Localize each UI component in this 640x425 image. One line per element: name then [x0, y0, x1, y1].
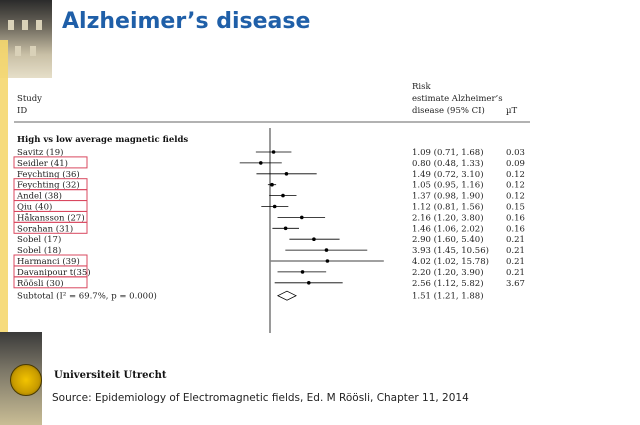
- study-label: Harmanci (39): [17, 256, 80, 267]
- header-study: Study: [17, 94, 42, 104]
- ci-value: 3.93 (1.45, 10.56): [412, 245, 489, 256]
- point-estimate: [271, 150, 276, 154]
- point-estimate: [281, 193, 285, 198]
- header-exposure: µT: [506, 106, 518, 116]
- subtotal-label: Subtotal (I² = 69.7%, p = 0.000): [17, 291, 157, 302]
- logo-text: Universiteit Utrecht: [54, 370, 167, 381]
- ci-value: 2.90 (1.60, 5.40): [412, 234, 484, 245]
- study-label: Röösli (30): [17, 278, 64, 289]
- header-id: ID: [17, 106, 27, 116]
- ci-value: 1.05 (0.95, 1.16): [412, 180, 484, 191]
- point-estimate: [258, 161, 263, 165]
- exposure-value: 0.16: [506, 224, 525, 234]
- photo-detail: [36, 20, 42, 30]
- table-headers: Study ID Risk estimate Alzheimer’s disea…: [17, 82, 518, 116]
- study-label: Seidler (41): [17, 158, 68, 169]
- ci-value: 1.37 (0.98, 1.90): [412, 191, 484, 202]
- ci-value: 1.12 (0.81, 1.56): [412, 202, 484, 213]
- point-estimate: [324, 248, 329, 252]
- side-accent-bar: [0, 40, 8, 340]
- ci-value: 2.16 (1.20, 3.80): [412, 212, 484, 223]
- point-estimate: [283, 226, 288, 231]
- ci-value: 4.02 (1.02, 15.78): [412, 256, 489, 267]
- study-label: Feychting (32): [17, 180, 80, 191]
- point-estimate: [306, 281, 311, 285]
- study-highlight-box: [13, 276, 88, 289]
- study-label: Sobel (18): [17, 245, 61, 256]
- slide-title: Alzheimer’s disease: [62, 9, 311, 34]
- point-estimate: [284, 172, 289, 176]
- point-estimate: [299, 215, 304, 220]
- study-label: Davanipour t(35): [17, 267, 91, 278]
- study-highlight-box: [13, 156, 88, 169]
- photo-detail: [22, 20, 28, 30]
- exposure-value: 0.12: [506, 192, 525, 202]
- point-estimate: [325, 259, 330, 263]
- study-label: Qiu (40): [17, 202, 52, 213]
- point-estimate: [312, 237, 316, 241]
- university-logo: [10, 364, 42, 396]
- ci-value: 2.20 (1.20, 3.90): [412, 267, 484, 278]
- study-highlight-box: [13, 221, 88, 234]
- ci-value: 1.09 (0.71, 1.68): [412, 147, 484, 158]
- point-estimate: [270, 182, 274, 187]
- photo-detail: [15, 46, 21, 56]
- study-rows: Savitz (19) 1.09 (0.71, 1.68) 0.03 Seidler …: [13, 147, 525, 302]
- source-citation: Source: Epidemiology of Electromagnetic …: [52, 392, 469, 404]
- point-estimate: [272, 204, 277, 209]
- study-label: Sobel (17): [17, 234, 61, 245]
- ci-value: 1.49 (0.72, 3.10): [412, 169, 484, 180]
- subtotal-diamond: [276, 290, 297, 301]
- header-risk: Risk: [412, 82, 431, 92]
- ci-value: 2.56 (1.12, 5.82): [412, 278, 484, 289]
- study-label: Sorahan (31): [17, 223, 73, 234]
- exposure-value: 0.12: [506, 170, 525, 180]
- ci-value: 0.80 (0.48, 1.33): [412, 158, 484, 169]
- subtotal-ci: 1.51 (1.21, 1.88): [412, 291, 484, 302]
- exposure-value: 0.15: [506, 203, 525, 213]
- study-label: Savitz (19): [17, 147, 63, 158]
- exposure-value: 0.12: [506, 181, 525, 191]
- photo-detail: [8, 20, 14, 30]
- exposure-value: 0.09: [506, 159, 525, 169]
- photo-detail: [30, 46, 36, 56]
- exposure-value: 0.21: [506, 257, 525, 267]
- exposure-value: 0.21: [506, 246, 525, 256]
- point-estimate: [300, 270, 305, 274]
- header-risk-estimate: estimate Alzheimer’s: [412, 94, 503, 104]
- exposure-value: 0.21: [506, 268, 525, 278]
- exposure-value: 0.03: [506, 148, 525, 158]
- ci-value: 1.46 (1.06, 2.02): [412, 223, 484, 234]
- header-ci: disease (95% CI): [412, 105, 485, 116]
- section-label: High vs low average magnetic fields: [17, 135, 188, 145]
- exposure-value: 0.21: [506, 235, 525, 245]
- study-label: Håkansson (27): [17, 211, 85, 223]
- exposure-value: 3.67: [506, 279, 525, 289]
- cathedral-photo: [0, 0, 52, 78]
- study-label: Andel (38): [16, 191, 62, 202]
- exposure-value: 0.16: [506, 213, 525, 223]
- study-label: Feychting (36): [17, 169, 80, 180]
